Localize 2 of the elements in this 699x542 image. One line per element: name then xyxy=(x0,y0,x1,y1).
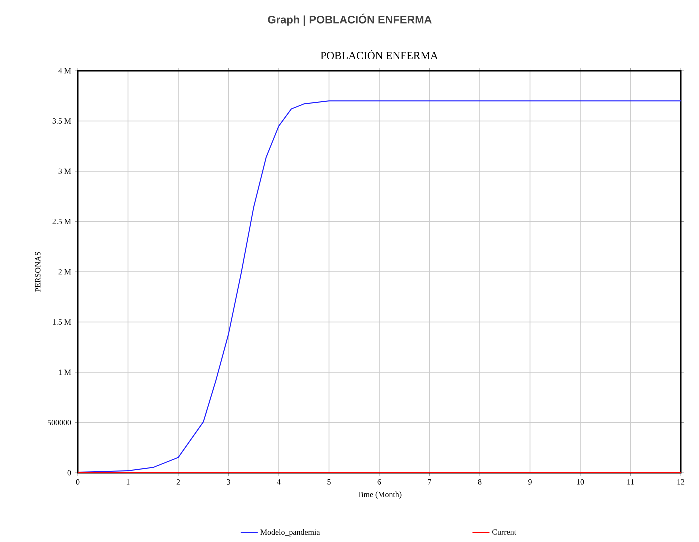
text: Graph | POBLACIÓN ENFERMA xyxy=(268,14,432,26)
chart-title: POBLACIÓN ENFERMA xyxy=(320,50,438,60)
